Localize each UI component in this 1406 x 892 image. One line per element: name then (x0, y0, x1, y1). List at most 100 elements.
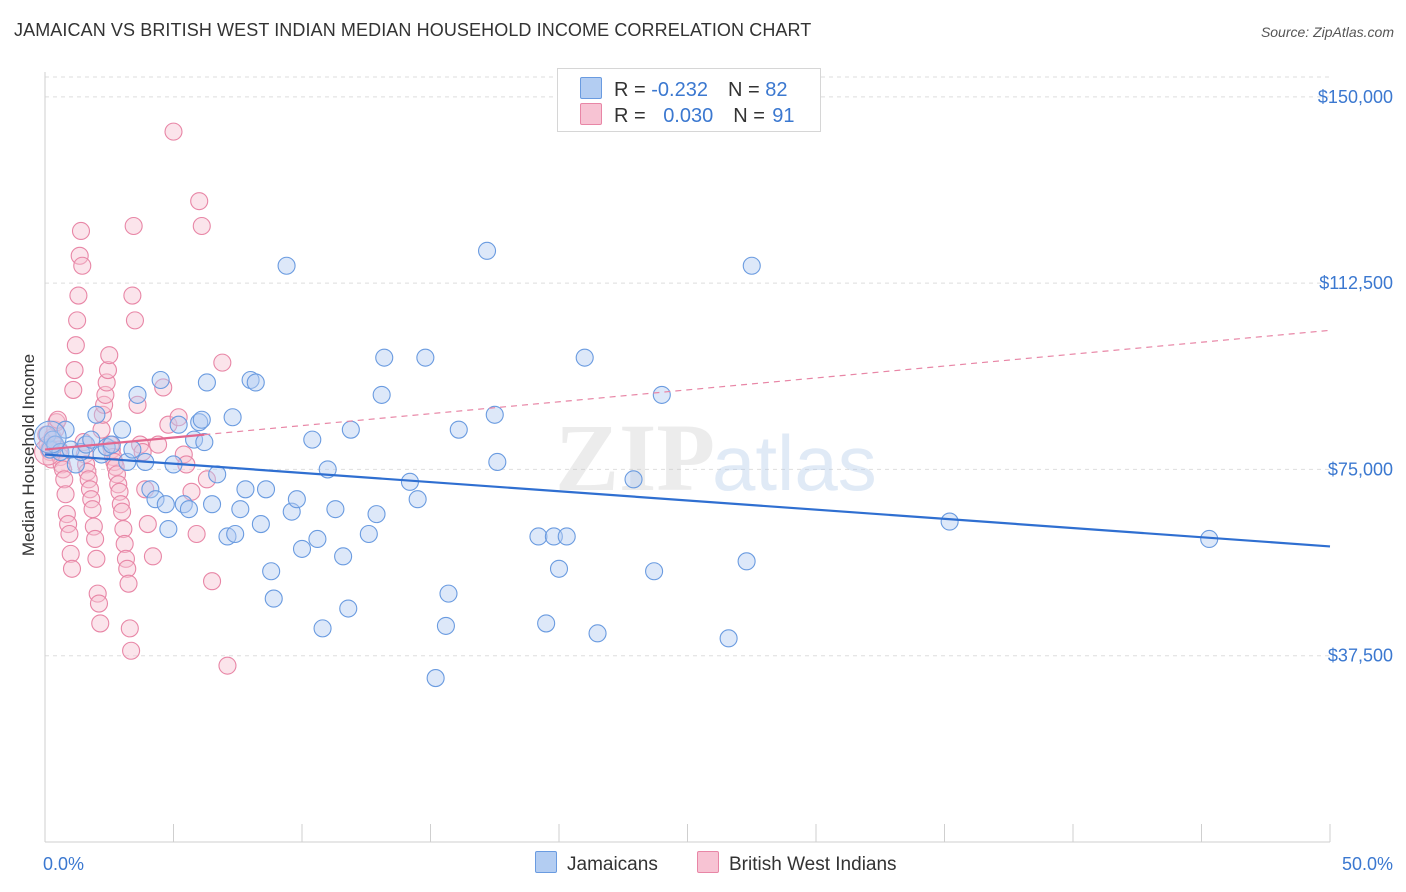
data-point (197, 470, 216, 489)
data-point (241, 370, 260, 390)
data-point (537, 614, 556, 633)
data-point (742, 256, 761, 275)
data-point (277, 256, 296, 275)
data-point (69, 286, 88, 305)
data-point (87, 549, 106, 568)
trend-lines (44, 329, 1331, 548)
data-point (116, 549, 136, 568)
data-point (341, 420, 360, 439)
data-point (118, 559, 137, 578)
data-point (218, 656, 237, 675)
data-point (436, 616, 455, 635)
data-point (719, 629, 738, 648)
data-point (128, 395, 147, 414)
data-point (174, 495, 193, 514)
data-point (128, 385, 147, 404)
data-point (251, 515, 270, 534)
bottom-legend-jamaicans[interactable]: Jamaicans (535, 851, 658, 876)
data-point (488, 452, 507, 472)
data-point (79, 470, 98, 489)
data-point (60, 524, 79, 544)
data-point (62, 559, 82, 578)
chart-source: Source: ZipAtlas.com (1260, 24, 1394, 40)
data-point (485, 405, 504, 424)
data-point (83, 500, 102, 519)
legend-n-label: N = (727, 79, 766, 101)
data-point (159, 415, 178, 434)
data-point (426, 669, 445, 688)
data-point (111, 495, 130, 514)
data-point (122, 641, 141, 660)
data-point (86, 529, 105, 549)
data-point (64, 380, 83, 399)
data-point (65, 361, 84, 380)
data-point (187, 524, 206, 544)
data-point (737, 552, 756, 571)
data-point (203, 495, 222, 514)
data-point (287, 490, 306, 509)
data-point (73, 256, 92, 275)
data-point (164, 122, 183, 141)
data-point (154, 378, 173, 397)
data-point (334, 547, 353, 566)
data-point (87, 405, 106, 424)
data-point (33, 420, 67, 454)
data-point (652, 385, 671, 404)
bottom-legend-bwi[interactable]: British West Indians (697, 851, 897, 876)
data-point (91, 614, 110, 633)
data-point (107, 465, 127, 484)
data-point (549, 559, 569, 578)
data-point (262, 562, 281, 581)
data-point (169, 415, 188, 434)
data-point (213, 353, 232, 372)
data-point (38, 425, 57, 444)
data-point (59, 515, 78, 534)
data-point (56, 485, 75, 504)
legend-r-value: -0.232 (651, 79, 708, 101)
data-point (226, 524, 245, 544)
data-point (223, 408, 242, 427)
y-tick-labels: $37,500 $75,000 $112,500 $150,000 (1318, 87, 1393, 666)
data-point (98, 361, 118, 380)
bottom-legend-label: British West Indians (729, 854, 897, 875)
watermark-atlas: atlas (712, 419, 877, 507)
data-point (113, 502, 132, 521)
data-point (95, 395, 114, 414)
trend-line-bwi-extension (204, 329, 1331, 436)
data-point (123, 286, 142, 305)
data-point (449, 420, 468, 439)
chart-title: JAMAICAN VS BRITISH WEST INDIAN MEDIAN H… (14, 20, 812, 40)
legend-box: R = -0.232 N = 82 R = 0.030 N = 91 (557, 68, 821, 132)
y-tick-label: $75,000 (1328, 459, 1393, 479)
bottom-legend-label: Jamaicans (567, 854, 658, 875)
legend-n-value: 82 (765, 79, 788, 101)
data-point (115, 534, 134, 553)
data-point (151, 370, 170, 390)
legend-swatch-blue (580, 77, 602, 99)
data-point (231, 500, 250, 519)
y-axis-label: Median Household Income (19, 354, 38, 556)
legend-r-label: R = (614, 105, 652, 127)
data-point (192, 410, 211, 429)
x-tick-labels: 0.0% 50.0% (43, 854, 1393, 874)
data-point (125, 311, 144, 330)
data-point (113, 420, 132, 439)
y-tick-label: $37,500 (1328, 646, 1393, 666)
data-point (624, 470, 643, 489)
data-point (124, 216, 143, 236)
data-point (375, 348, 394, 367)
data-point (55, 470, 74, 489)
data-point (557, 527, 576, 546)
data-point (34, 438, 62, 466)
y-tick-label: $112,500 (1319, 273, 1393, 293)
data-point (66, 336, 85, 355)
legend-r-label: R = (614, 79, 652, 101)
data-point (192, 216, 211, 236)
data-point (80, 480, 100, 499)
data-point (197, 373, 216, 392)
data-point (68, 311, 87, 330)
legend-n-value: 91 (772, 105, 795, 127)
data-point (264, 589, 283, 608)
data-point (106, 457, 125, 476)
data-point (138, 515, 157, 534)
